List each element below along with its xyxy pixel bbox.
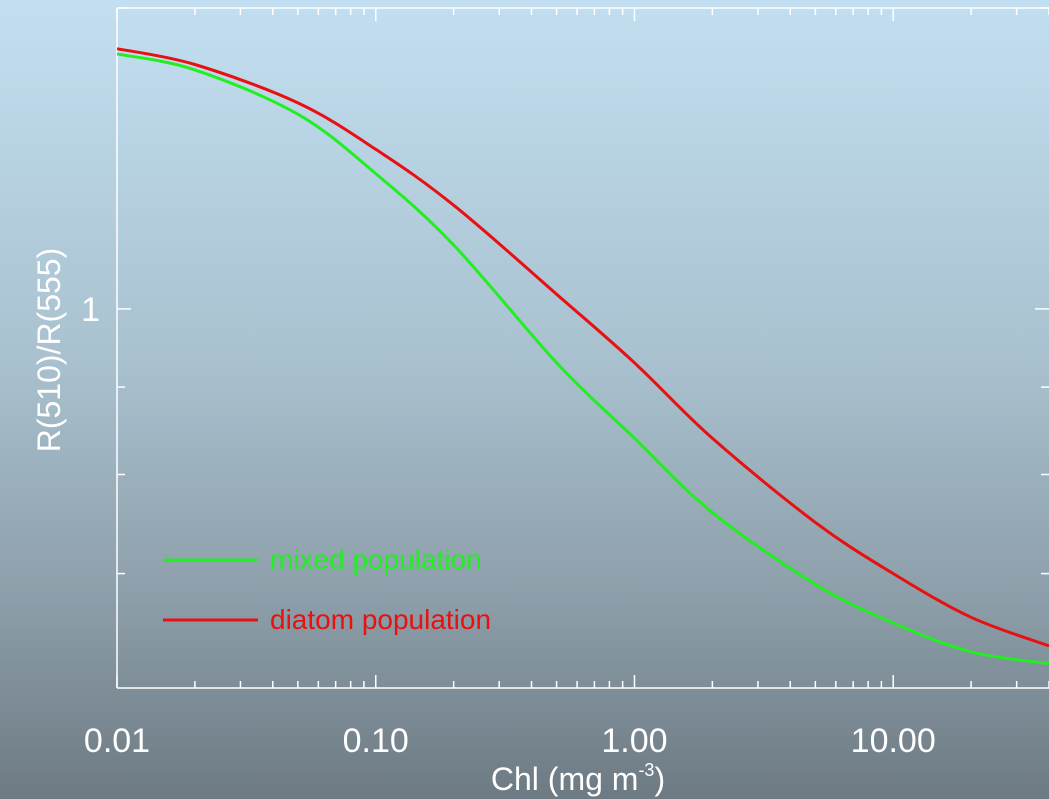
series-line-1 [117, 47, 1049, 648]
legend-label-0: mixed population [270, 544, 482, 575]
x-axis-title-main: Chl (mg m [491, 761, 639, 797]
y-axis-title: R(510)/R(555) [31, 248, 67, 453]
series-line-0 [117, 52, 1049, 666]
legend-label-1: diatom population [270, 604, 491, 635]
series-layer [117, 47, 1049, 666]
y-tick-label: 1 [81, 291, 100, 329]
x-tick-label: 10.00 [851, 722, 936, 760]
x-axis-title-sup: -3 [638, 760, 654, 780]
x-tick-label: 0.01 [84, 722, 150, 760]
x-tick-label: 1.00 [601, 722, 667, 760]
legend: mixed population diatom population [163, 544, 491, 635]
x-axis-title-close: ) [654, 761, 665, 797]
x-tick-label: 0.10 [343, 722, 409, 760]
axes: 0.01 0.10 1.00 10.00 1 [81, 7, 1049, 760]
x-axis-title: Chl (mg m-3) [491, 760, 665, 797]
